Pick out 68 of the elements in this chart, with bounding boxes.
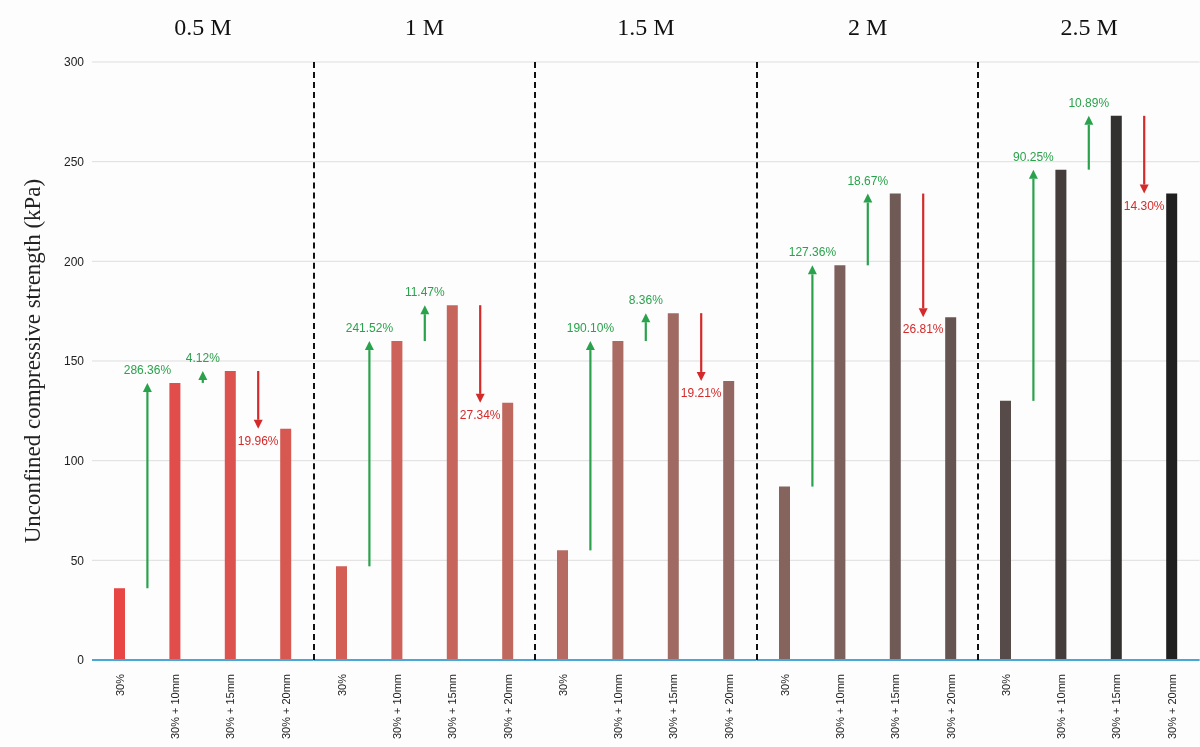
x-tick-label: 30% + 15mm	[224, 673, 237, 740]
x-tick-label: 30% + 15mm	[667, 673, 680, 740]
bar	[1000, 400, 1012, 660]
chart-title: 2 M	[846, 14, 889, 41]
annotation: 19.21%	[681, 385, 723, 400]
x-tick-label: 30% + 15mm	[889, 673, 902, 740]
annotation: 286.36%	[123, 362, 172, 377]
x-tick-label: 30% + 20mm	[944, 673, 957, 740]
bar	[834, 265, 846, 660]
bar	[1111, 115, 1123, 660]
bar	[224, 370, 236, 660]
x-tick-label: 30%	[778, 673, 791, 696]
bar	[1055, 169, 1067, 660]
chart-title: 1.5 M	[616, 14, 676, 41]
annotation: 4.12%	[185, 350, 221, 365]
annotation: 90.25%	[1013, 149, 1055, 164]
x-tick-label: 30%	[113, 673, 126, 696]
y-axis-title: Unconfined compressive strength (kPa)	[20, 178, 46, 544]
bar	[667, 313, 679, 660]
bar	[335, 566, 347, 660]
x-tick-label: 30% + 10mm	[390, 673, 403, 740]
annotation: 11.47%	[404, 285, 445, 300]
bar	[944, 317, 956, 660]
y-tick-label: 200	[64, 254, 85, 269]
annotation: 8.36%	[628, 293, 664, 308]
bar	[889, 193, 901, 660]
bar	[1166, 193, 1178, 660]
x-tick-label: 30% + 20mm	[501, 673, 514, 740]
chart-title: 0.5 M	[173, 14, 233, 41]
bar	[390, 341, 402, 660]
annotation: 18.67%	[847, 173, 889, 188]
y-tick-label: 300	[64, 55, 85, 70]
x-tick-label: 30% + 10mm	[169, 673, 182, 740]
x-tick-label: 30%	[1000, 673, 1013, 696]
bar	[557, 550, 569, 660]
annotation: 241.52%	[345, 321, 394, 336]
x-tick-label: 30% + 15mm	[446, 673, 459, 740]
x-tick-label: 30%	[556, 673, 569, 696]
y-tick-label: 0	[77, 653, 85, 668]
annotation: 19.96%	[237, 433, 279, 448]
annotation: 190.10%	[566, 321, 615, 336]
bar	[501, 402, 513, 660]
x-tick-label: 30% + 10mm	[1055, 673, 1068, 740]
y-tick-label: 250	[64, 154, 85, 169]
bar	[778, 486, 790, 660]
chart-title: 1 M	[403, 14, 446, 41]
x-tick-label: 30% + 20mm	[1166, 673, 1179, 740]
bar	[114, 588, 125, 660]
annotation: 26.81%	[902, 322, 944, 337]
bar	[612, 341, 624, 660]
x-tick-label: 30%	[335, 673, 348, 696]
annotation: 127.36%	[788, 245, 837, 260]
y-tick-label: 50	[70, 553, 85, 568]
annotation: 27.34%	[459, 407, 501, 422]
bar	[723, 380, 735, 660]
x-tick-label: 30% + 10mm	[612, 673, 625, 740]
annotation: 10.89%	[1068, 95, 1110, 110]
y-tick-label: 150	[64, 354, 85, 369]
bar	[280, 428, 292, 660]
x-tick-label: 30% + 20mm	[723, 673, 736, 740]
annotation: 14.30%	[1124, 198, 1166, 213]
x-tick-label: 30% + 20mm	[279, 673, 292, 740]
chart-title: 2.5 M	[1059, 14, 1119, 41]
bar	[169, 382, 181, 660]
x-tick-label: 30% + 10mm	[833, 673, 846, 740]
y-tick-label: 100	[64, 453, 85, 468]
bar	[446, 305, 458, 660]
x-tick-label: 30% + 15mm	[1110, 673, 1123, 740]
